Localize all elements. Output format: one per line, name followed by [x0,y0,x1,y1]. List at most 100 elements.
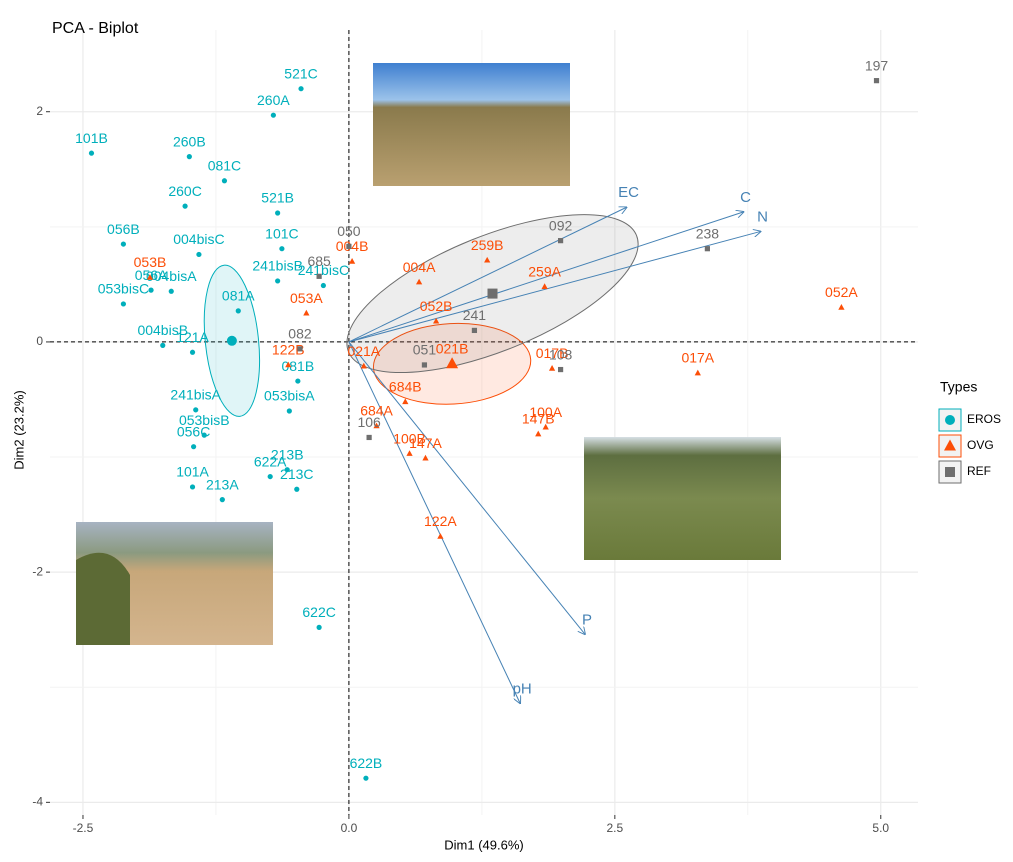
point [363,775,369,781]
point-label: 053B [134,254,167,270]
point-label: 121A [176,329,209,345]
point [120,241,126,247]
variable-label: N [757,208,768,225]
point-label: 213A [206,476,239,492]
point-label: 101B [75,130,108,146]
point [303,309,310,316]
variable-label: P [582,611,592,628]
centroid [487,288,498,299]
point-label: 241bisC [298,262,349,278]
point [295,378,301,384]
point [182,203,188,209]
variable-label: pH [513,680,532,697]
point [471,327,478,334]
point [146,274,154,280]
point-label: 147A [409,435,442,451]
photo-shrub [76,552,130,645]
point-label: 053bisB [179,412,230,428]
point [189,349,196,355]
legend: EROS OVG REF [938,408,1001,484]
point [186,154,192,160]
y-tick-label: 2 [36,104,43,118]
point-label: 122B [272,342,305,358]
point [535,430,542,437]
point-label: 021B [436,341,469,357]
point-label: 213C [280,466,313,482]
x-tick-label: 5.0 [872,821,889,835]
y-axis-title: Dim2 (23.2%) [11,390,26,469]
point-label: 004bisA [146,268,197,284]
point-label: 056A [135,267,168,283]
point-label: 051 [413,342,437,358]
point-label: 021A [347,343,380,359]
legend-symbol [944,439,956,451]
point-label: 259B [471,237,504,253]
point [196,251,202,258]
point-label: 100A [529,404,562,420]
point-label: 081A [222,288,255,304]
point [88,150,95,156]
variable-arrow [348,207,627,343]
point [415,278,423,285]
point-label: 521B [261,190,294,206]
point [406,450,413,456]
y-tick-label: -2 [32,564,43,578]
point-label: 684A [360,403,393,419]
chart-title: PCA - Biplot [52,20,139,37]
x-tick-label: 2.5 [606,821,623,835]
point [873,78,880,84]
point [168,288,174,294]
point [120,301,126,307]
variable-arrow [348,212,744,343]
point-label: 241bisB [252,258,303,274]
point-label: 521C [284,65,317,81]
point [346,243,352,249]
point [201,432,207,438]
centroid [446,357,459,369]
point [557,366,564,373]
point [270,112,276,118]
point-label: 052A [825,284,858,300]
point [148,287,154,293]
x-axis-title: Dim1 (49.6%) [444,837,523,852]
plot-area: -2.5 0.0 2.5 5.0 -4 -2 0 2 EC CN PpH 521C 260A 101B 26… [32,30,918,835]
point [704,246,710,252]
point-label: 017A [681,350,714,366]
point-label: 622B [350,755,383,771]
point-label: 052B [420,298,453,314]
variable-arrow [348,341,520,703]
point [279,246,285,252]
point [189,484,196,490]
point [484,256,491,263]
point [838,304,845,310]
photo-dry-grassland [373,63,570,186]
point-label: 622C [302,604,335,620]
point-label: 050 [337,223,361,239]
point [422,454,429,461]
point-label: 685 [307,253,331,269]
point [160,342,166,348]
point [548,365,556,371]
point-label: 056B [107,221,140,237]
point-label: 260A [257,92,290,108]
centroid [226,335,237,346]
point [193,407,199,413]
legend-symbol [945,415,955,425]
point-label: 101A [176,464,209,480]
point [221,178,228,184]
legend-label: REF [967,464,991,478]
x-tick-label: -2.5 [73,821,94,835]
point [275,278,281,284]
legend-label: EROS [967,412,1001,426]
legend-symbol [945,467,955,477]
point [541,283,548,290]
legend-title: Types [940,379,977,395]
point-label: 122A [424,513,457,529]
point [294,486,300,492]
point-label: 017B [536,345,569,361]
point [191,444,197,450]
point-label: 004A [403,259,436,275]
y-tick-label: -4 [32,795,43,809]
point [366,434,372,441]
point [219,497,225,503]
